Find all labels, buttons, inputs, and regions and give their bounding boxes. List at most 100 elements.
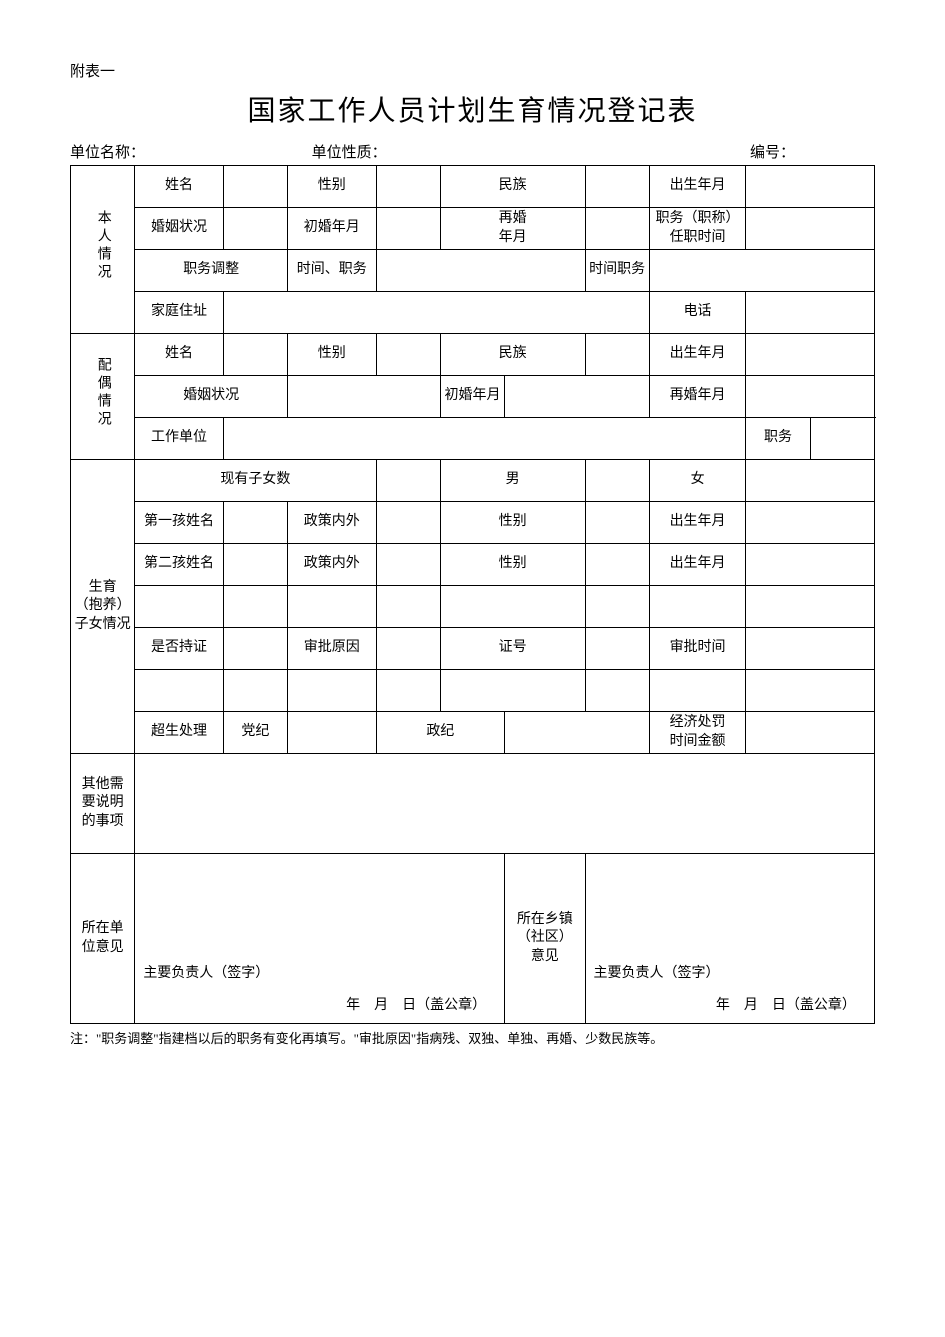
excess-handling-label: 超生处理 (135, 712, 223, 754)
first-child-birth-label: 出生年月 (649, 502, 745, 544)
second-child-birth-value (746, 544, 875, 586)
children-blank-13 (440, 670, 585, 712)
spouse-work-unit-value (223, 418, 746, 460)
spouse-gender-value (376, 334, 440, 376)
spouse-marital-label: 婚姻状况 (135, 376, 288, 418)
children-section-label: 生育 （抱养） 子女情况 (71, 460, 135, 754)
children-male-value (585, 460, 649, 502)
spouse-ethnicity-value (585, 334, 649, 376)
spouse-ethnicity-label: 民族 (440, 334, 585, 376)
children-blank-16 (746, 670, 875, 712)
gov-discipline-label: 政纪 (376, 712, 505, 754)
children-blank-9 (135, 670, 223, 712)
spouse-row-1: 配偶情况 姓名 性别 民族 出生年月 (71, 334, 875, 376)
spouse-first-marriage-label: 初婚年月 (440, 376, 504, 418)
first-child-gender-label: 性别 (440, 502, 585, 544)
children-blank-3 (288, 586, 376, 628)
self-row-3: 职务调整 时间、职务 时间职务 (71, 250, 875, 292)
spouse-marital-value (288, 376, 441, 418)
spouse-gender-label: 性别 (288, 334, 376, 376)
children-blank-8 (746, 586, 875, 628)
self-position-change-label: 职务调整 (135, 250, 288, 292)
self-birth-label: 出生年月 (649, 166, 745, 208)
other-content (135, 754, 875, 854)
party-discipline-value (288, 712, 376, 754)
second-child-policy-value (376, 544, 440, 586)
township-signer-label: 主要负责人（签字） (594, 965, 866, 983)
children-row-5: 是否持证 审批原因 证号 审批时间 (71, 628, 875, 670)
unit-opinion-label: 所在单 位意见 (71, 854, 135, 1024)
self-row-4: 家庭住址 电话 (71, 292, 875, 334)
self-marital-value (223, 208, 287, 250)
second-child-gender-label: 性别 (440, 544, 585, 586)
self-address-value (223, 292, 649, 334)
first-child-policy-value (376, 502, 440, 544)
self-time-position-value (376, 250, 585, 292)
spouse-birth-value (746, 334, 875, 376)
self-section-label: 本人情况 (71, 166, 135, 334)
spouse-row-2: 婚姻状况 初婚年月 再婚年月 (71, 376, 875, 418)
self-time-position2-label: 时间职务 (585, 250, 649, 292)
children-blank-14 (585, 670, 649, 712)
spouse-work-unit-label: 工作单位 (135, 418, 223, 460)
self-remarriage-label: 再婚 年月 (440, 208, 585, 250)
self-position-time-value (746, 208, 875, 250)
children-blank-7 (649, 586, 745, 628)
other-row: 其他需 要说明 的事项 (71, 754, 875, 854)
children-count-label: 现有子女数 (135, 460, 376, 502)
children-blank-2 (223, 586, 287, 628)
self-phone-label: 电话 (649, 292, 745, 334)
spouse-name-label: 姓名 (135, 334, 223, 376)
self-first-marriage-value (376, 208, 440, 250)
unit-opinion-content: 主要负责人（签字） 年 月 日（盖公章） (135, 854, 505, 1024)
children-blank-6 (585, 586, 649, 628)
children-row-3: 第二孩姓名 政策内外 性别 出生年月 (71, 544, 875, 586)
econ-penalty-value (746, 712, 875, 754)
unit-signer-label: 主要负责人（签字） (143, 965, 496, 983)
self-row-1: 本人情况 姓名 性别 民族 出生年月 (71, 166, 875, 208)
second-child-label: 第二孩姓名 (135, 544, 223, 586)
has-cert-label: 是否持证 (135, 628, 223, 670)
approval-reason-label: 审批原因 (288, 628, 376, 670)
children-blank-12 (376, 670, 440, 712)
children-blank-4 (376, 586, 440, 628)
second-child-gender-value (585, 544, 649, 586)
children-row-6 (71, 670, 875, 712)
approval-time-value (746, 628, 875, 670)
self-time-position-label: 时间、职务 (288, 250, 376, 292)
self-position-time-label: 职务（职称） 任职时间 (649, 208, 745, 250)
registration-table: 本人情况 姓名 性别 民族 出生年月 婚姻状况 初婚年月 再婚 年月 职务（职称… (70, 165, 875, 1024)
self-first-marriage-label: 初婚年月 (288, 208, 376, 250)
spouse-row-3: 工作单位 职务 (71, 418, 875, 460)
children-blank-5 (440, 586, 585, 628)
self-marital-label: 婚姻状况 (135, 208, 223, 250)
spouse-first-marriage-value (505, 376, 650, 418)
children-row-1: 生育 （抱养） 子女情况 现有子女数 男 女 (71, 460, 875, 502)
second-child-birth-label: 出生年月 (649, 544, 745, 586)
children-blank-10 (223, 670, 287, 712)
first-child-policy-label: 政策内外 (288, 502, 376, 544)
township-opinion-label: 所在乡镇 （社区） 意见 (505, 854, 585, 1024)
self-birth-value (746, 166, 875, 208)
spouse-name-value (223, 334, 287, 376)
self-gender-value (376, 166, 440, 208)
party-discipline-label: 党纪 (223, 712, 287, 754)
self-address-label: 家庭住址 (135, 292, 223, 334)
spouse-birth-label: 出生年月 (649, 334, 745, 376)
footnote: 注："职务调整"指建档以后的职务有变化再填写。"审批原因"指病残、双独、单独、再… (70, 1028, 875, 1047)
gov-discipline-value (505, 712, 650, 754)
children-blank-11 (288, 670, 376, 712)
has-cert-value (223, 628, 287, 670)
children-count-value (376, 460, 440, 502)
children-blank-1 (135, 586, 223, 628)
self-remarriage-value (585, 208, 649, 250)
self-row-2: 婚姻状况 初婚年月 再婚 年月 职务（职称） 任职时间 (71, 208, 875, 250)
first-child-label: 第一孩姓名 (135, 502, 223, 544)
serial-label: 编号： (553, 141, 875, 162)
first-child-gender-value (585, 502, 649, 544)
attachment-label: 附表一 (70, 60, 875, 81)
header-row: 单位名称： 单位性质： 编号： (70, 141, 875, 162)
township-date-stamp: 年 月 日（盖公章） (594, 997, 866, 1015)
unit-date-stamp: 年 月 日（盖公章） (143, 997, 496, 1015)
children-female-label: 女 (649, 460, 745, 502)
